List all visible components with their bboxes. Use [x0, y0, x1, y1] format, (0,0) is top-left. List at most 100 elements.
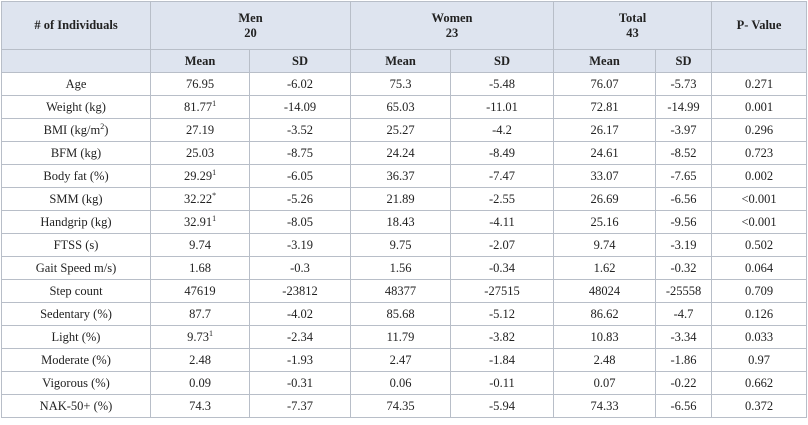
table-row: Age 76.95 -6.02 75.3 -5.48 76.07 -5.73 0.271 — [1, 72, 808, 96]
cell: -5.26 — [249, 187, 351, 211]
row-label: Gait Speed m/s) — [1, 256, 151, 280]
cell: -0.22 — [655, 371, 713, 395]
corner-header: # of Individuals — [1, 1, 151, 50]
cell: 47619 — [150, 279, 250, 303]
cell: 29.291 — [150, 164, 250, 188]
cell: -23812 — [249, 279, 351, 303]
cell: 18.43 — [350, 210, 451, 234]
row-label: Light (%) — [1, 325, 151, 349]
subheader: Mean — [150, 49, 250, 73]
row-label: Moderate (%) — [1, 348, 151, 372]
group-name: Women — [431, 10, 473, 25]
cell: -3.19 — [655, 233, 713, 257]
cell: 76.07 — [553, 72, 657, 96]
cell: 32.22* — [150, 187, 250, 211]
cell: -1.86 — [655, 348, 713, 372]
cell: 25.16 — [553, 210, 657, 234]
cell: -4.11 — [449, 210, 555, 234]
cell: -27515 — [449, 279, 555, 303]
cell: 24.24 — [350, 141, 451, 165]
table-row: Sedentary (%) 87.7 -4.02 85.68 -5.12 86.62 -4.… — [1, 302, 808, 326]
cell: 0.271 — [711, 72, 808, 96]
cell: -0.32 — [655, 256, 713, 280]
cell: 9.731 — [150, 325, 250, 349]
cell: -11.01 — [449, 95, 555, 119]
row-label: Weight (kg) — [1, 95, 151, 119]
cell: 1.56 — [350, 256, 451, 280]
subheader: SD — [449, 49, 555, 73]
cell: 11.79 — [350, 325, 451, 349]
cell: -0.34 — [449, 256, 555, 280]
table-row: Vigorous (%) 0.09 -0.31 0.06 -0.11 0.07 -0.22 0… — [1, 371, 808, 395]
cell: 0.296 — [711, 118, 808, 142]
cell: <0.001 — [711, 187, 808, 211]
cell: 26.69 — [553, 187, 657, 211]
table-row: Weight (kg) 81.771 -14.09 65.03 -11.01 72.81-… — [1, 95, 808, 119]
cell: -2.07 — [449, 233, 555, 257]
table-row: SMM (kg) 32.22* -5.26 21.89 -2.55 26.69 -6.56 <… — [1, 187, 808, 211]
table-row: BMI (kg/m2) 27.19 -3.52 25.27 -4.2 26.17 -3.97… — [1, 118, 808, 142]
cell: -1.84 — [449, 348, 555, 372]
cell: -4.7 — [655, 302, 713, 326]
cell-text: ) — [104, 122, 109, 137]
cell: -14.99 — [655, 95, 713, 119]
subheader: Mean — [350, 49, 451, 73]
table-row: FTSS (s) 9.74 -3.19 9.75 -2.07 9.74 -3.19 0.502 — [1, 233, 808, 257]
cell: 33.07 — [553, 164, 657, 188]
group-count: 43 — [626, 25, 639, 40]
subheader: SD — [249, 49, 351, 73]
cell: 2.47 — [350, 348, 451, 372]
cell: -3.52 — [249, 118, 351, 142]
cell: 48377 — [350, 279, 451, 303]
cell: -4.2 — [449, 118, 555, 142]
row-label: Sedentary (%) — [1, 302, 151, 326]
cell: 21.89 — [350, 187, 451, 211]
cell: -0.3 — [249, 256, 351, 280]
cell: -6.56 — [655, 394, 713, 418]
cell: 0.033 — [711, 325, 808, 349]
cell: 72.81 — [553, 95, 657, 119]
cell: 36.37 — [350, 164, 451, 188]
cell: 81.771 — [150, 95, 250, 119]
cell: 26.17 — [553, 118, 657, 142]
row-label: Step count — [1, 279, 151, 303]
cell: 0.662 — [711, 371, 808, 395]
subheader: SD — [655, 49, 713, 73]
row-label: SMM (kg) — [1, 187, 151, 211]
cell: -3.19 — [249, 233, 351, 257]
cell: 74.33 — [553, 394, 657, 418]
cell: 0.97 — [711, 348, 808, 372]
cell: -9.56 — [655, 210, 713, 234]
cell: 9.75 — [350, 233, 451, 257]
empty-cell — [711, 49, 808, 73]
cell: 87.7 — [150, 302, 250, 326]
cell: -3.82 — [449, 325, 555, 349]
cell: 0.064 — [711, 256, 808, 280]
cell: 65.03 — [350, 95, 451, 119]
cell: -7.37 — [249, 394, 351, 418]
table-row: BFM (kg) 25.03 -8.75 24.24 -8.49 24.61 -8.52 0.… — [1, 141, 808, 165]
cell: -8.49 — [449, 141, 555, 165]
cell: -2.34 — [249, 325, 351, 349]
empty-cell — [1, 49, 151, 73]
cell: 85.68 — [350, 302, 451, 326]
cell: 0.09 — [150, 371, 250, 395]
cell: 0.001 — [711, 95, 808, 119]
row-label: BFM (kg) — [1, 141, 151, 165]
cell: -6.02 — [249, 72, 351, 96]
cell: -5.48 — [449, 72, 555, 96]
cell: 1.62 — [553, 256, 657, 280]
cell: -8.52 — [655, 141, 713, 165]
table-row: Gait Speed m/s) 1.68 -0.3 1.56 -0.34 1.62 -0.3… — [1, 256, 808, 280]
group-header: Women 23 — [349, 1, 555, 50]
cell: 27.19 — [150, 118, 250, 142]
cell-text: 32.91 — [183, 214, 213, 229]
cell-text: 9.73 — [187, 329, 209, 344]
cell-text: BMI (kg/m — [43, 122, 101, 137]
cell: -8.75 — [249, 141, 351, 165]
row-label: Vigorous (%) — [1, 371, 151, 395]
cell: -7.47 — [449, 164, 555, 188]
cell-text: 29.29 — [183, 168, 213, 183]
cell: 0.372 — [711, 394, 808, 418]
row-label: Handgrip (kg) — [1, 210, 151, 234]
